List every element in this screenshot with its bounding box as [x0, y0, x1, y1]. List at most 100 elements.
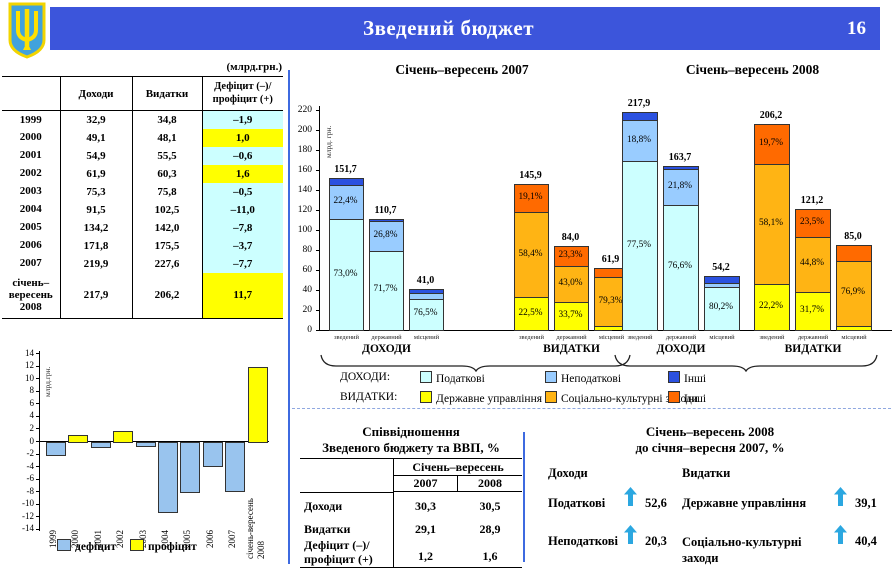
y-tick	[36, 378, 40, 380]
growth-right-header: Видатки	[682, 466, 731, 480]
col-revenue: Доходи	[59, 76, 132, 111]
y-tick	[36, 478, 40, 480]
x-axis-line	[320, 330, 631, 332]
table-unit-label: (млрд.грн.)	[226, 61, 282, 73]
bar-total-label: 61,9	[601, 254, 620, 266]
y-axis-unit-label: млрд.грн.	[43, 366, 52, 397]
y-tick	[36, 503, 40, 505]
other-revenue-swatch-icon	[668, 371, 680, 383]
expenditure-cell: 227,6	[131, 254, 202, 273]
bar-segment-gov_admin	[554, 301, 589, 331]
proficit-swatch-icon	[130, 539, 144, 551]
bar-segment-social	[795, 237, 831, 293]
y-tick	[36, 441, 40, 442]
ukraine-coat-of-arms-icon	[8, 2, 46, 60]
segment-pct-label: 71,7%	[373, 284, 398, 295]
legend-expenditure-label: ВИДАТКИ:	[340, 391, 398, 403]
ratio-table-title: Співвідношення Зведеного бюджету та ВВП,…	[300, 424, 522, 457]
underbrace	[614, 354, 878, 377]
legend-label: Неподаткові	[561, 373, 622, 385]
tax-swatch-icon	[420, 371, 432, 383]
growth-item-gov-value: 39,1	[855, 496, 877, 510]
legend-item-gov-admin: Державне управління	[420, 391, 542, 405]
ratio-title-line2: Зведеного бюджету та ВВП, %	[322, 440, 500, 456]
proficit-bar	[113, 430, 134, 443]
bar-segment-nontax	[369, 220, 404, 252]
deficit-bar	[180, 442, 201, 494]
segment-pct-label: 80,2%	[708, 302, 733, 313]
growth-item-nontax-value: 20,3	[645, 534, 667, 548]
x-category-label: зведений	[333, 334, 360, 341]
underbrace	[320, 354, 631, 377]
col-expenditure: Видатки	[131, 76, 202, 111]
y-tick	[316, 330, 320, 331]
bar-total-label: 41,0	[416, 275, 435, 286]
revenue-cell: 219,9	[59, 254, 132, 273]
x-category-label: державний	[797, 334, 829, 341]
bar-segment-tax	[622, 161, 658, 331]
table-row: 2005 134,2 142,0 –7,8	[2, 218, 283, 237]
legend-label: Державне управління	[436, 393, 543, 405]
bar-segment-social	[514, 211, 549, 299]
balance-cell: 11,7	[201, 272, 283, 319]
x-category-label: 2002	[115, 530, 126, 548]
segment-pct-label: 31,7%	[799, 304, 824, 315]
y-tick	[36, 403, 40, 405]
y-tick-label: 200	[297, 124, 312, 135]
y-tick-label: 100	[297, 224, 312, 235]
legend-label: Інші	[684, 373, 707, 385]
y-tick	[316, 190, 320, 191]
ratio-year-2008: 2008	[458, 476, 522, 492]
y-tick-label: 80	[302, 244, 313, 255]
year-cell: 2003	[19, 185, 42, 198]
ratio-col-divider	[393, 459, 394, 567]
ratio-row-revenue-label: Доходи	[304, 499, 343, 513]
bar-segment-tax	[663, 204, 699, 331]
ratio-row-expenditure-label: Видатки	[304, 522, 351, 536]
y-tick	[36, 365, 40, 367]
deficit-bar	[90, 442, 111, 448]
up-arrow-icon	[834, 487, 847, 511]
bar-total-label: 206,2	[759, 109, 783, 121]
segment-pct-label: 22,4%	[333, 196, 358, 207]
chart-2007-title: Січень–вересень 2007	[395, 62, 529, 77]
balance-cell: –7,7	[201, 254, 283, 273]
bar-segment-gov_admin	[795, 291, 831, 331]
balance-cell: –0,5	[201, 182, 283, 201]
proficit-legend-item: профіцит	[130, 539, 197, 553]
deficit-legend-item: дефіцит	[57, 539, 116, 553]
expenditure-cell: 206,2	[131, 272, 202, 319]
legend-item-nontax: Неподаткові	[545, 371, 621, 385]
y-tick-label: 20	[302, 304, 313, 315]
x-category-label: зведений	[518, 334, 545, 341]
balance-cell: –7,8	[201, 218, 283, 237]
y-tick-label: 40	[302, 284, 313, 295]
segment-pct-label: 76,5%	[413, 308, 438, 319]
y-tick-label: 4	[29, 410, 35, 421]
expenditure-cell: 55,5	[131, 146, 202, 165]
y-tick	[316, 230, 320, 231]
segment-pct-label: 44,8%	[799, 258, 824, 269]
legend-label: Інші	[684, 393, 707, 405]
x-category-label: січень-вересень 2008	[245, 483, 266, 559]
revenue-cell: 61,9	[59, 164, 132, 183]
growth-title-line2: до січня–вересня 2007, %	[635, 440, 785, 456]
y-tick-label: 140	[297, 184, 312, 195]
y-axis-unit-label: млрд. грн.	[324, 125, 333, 158]
y-axis-line	[39, 351, 41, 531]
year-cell: 2007	[19, 257, 42, 270]
y-tick	[316, 130, 320, 131]
table-row: 2007 219,9 227,6 –7,7	[2, 254, 283, 273]
bar-segment-social	[754, 164, 790, 286]
balance-cell: –1,9	[201, 110, 283, 129]
bar-segment-nontax	[663, 168, 699, 206]
year-cell: січень–вересень 2008	[8, 277, 53, 314]
table-row: січень–вересень 2008 217,9 206,2 11,7	[2, 272, 283, 319]
x-axis-line	[612, 330, 892, 332]
y-tick-label: -4	[26, 460, 35, 471]
table-row: 2003 75,3 75,8 –0,5	[2, 182, 283, 201]
segment-pct-label: 22,5%	[518, 307, 543, 318]
segment-pct-label: 73,0%	[333, 268, 358, 279]
x-category-label: місцевий	[413, 334, 440, 341]
bar-segment-gov_admin	[514, 297, 549, 331]
